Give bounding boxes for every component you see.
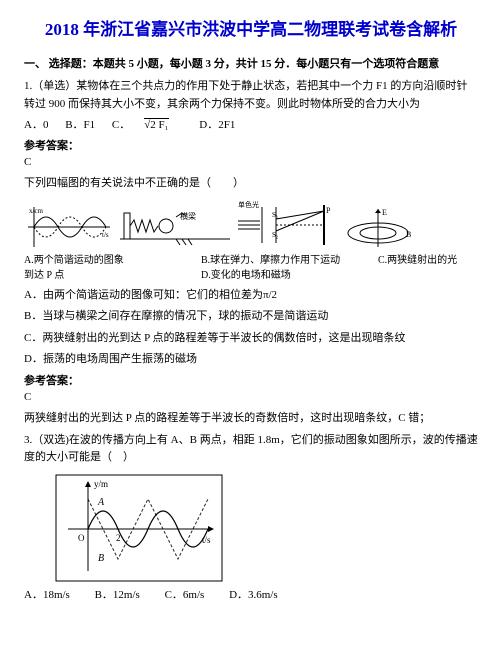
svg-text:S₁: S₁ (272, 211, 278, 219)
q2-stem: 下列四幅图的有关说法中不正确的是（ ） (24, 175, 478, 193)
q2-lineB: B．当球与横梁之间存在摩擦的情况下，球的振动不是简谐运动 (24, 308, 478, 326)
q2-lineC: C．两狭缝射出的光到达 P 点的路程差等于半波长的偶数倍时，这是出现暗条纹 (24, 330, 478, 348)
svg-text:x/cm: x/cm (29, 207, 44, 215)
exam-title: 2018 年浙江省嘉兴市洪波中学高二物理联考试卷含解析 (24, 18, 478, 42)
q2-answer: C (24, 389, 478, 406)
svg-text:横梁: 横梁 (180, 211, 196, 221)
q2-fig-labels-2: 到达 P 点 D.变化的电场和磁场 (24, 268, 478, 283)
q3-optC: C．6m/s (165, 589, 205, 601)
svg-text:t/s: t/s (102, 231, 109, 239)
svg-text:S₂: S₂ (272, 231, 279, 239)
ylabel: y/m (94, 479, 108, 489)
label-B: B (98, 553, 104, 564)
q1-answer-label: 参考答案： (24, 138, 478, 155)
q1-stem: 1.（单选）某物体在三个共点力的作用下处于静止状态，若把其中一个力 F1 的方向… (24, 78, 478, 113)
fig-field-icon: E B (342, 203, 420, 251)
q3-options: A．18m/s B．12m/s C．6m/s D．3.6m/s (24, 587, 478, 604)
q3-stem: 3.（双选)在波的传播方向上有 A、B 两点，相距 1.8m，它们的振动图象如图… (24, 432, 478, 467)
q3-figure: y/m t/s O 2 A B (54, 473, 478, 583)
q3-optD: D．3.6m/s (229, 589, 278, 601)
tick-2: 2 (116, 533, 121, 543)
q2-fig-labels: A.两个简谐运动的图象 B.球在弹力、摩擦力作用下运动 C.两狭缝射出的光 (24, 253, 478, 268)
fig-slit-icon: 单色光 P S₁ S₂ (236, 199, 336, 251)
q1-answer: C (24, 154, 478, 171)
q2-explain: 两狭缝射出的光到达 P 点的路程差等于半波长的奇数倍时，这时出现暗条纹，C 错； (24, 410, 478, 428)
svg-text:P: P (326, 206, 331, 215)
q2-answer-label: 参考答案： (24, 373, 478, 390)
q2-figures: x/cm t/s 横梁 单色光 P S₁ (24, 199, 478, 251)
q1-options: A．0 B．F1 C．√2 F₁ D．2F1 (24, 117, 478, 134)
fig-spring-icon: 横梁 (120, 203, 230, 251)
q1-optC: C．√2 F₁ (112, 119, 183, 131)
svg-text:B: B (406, 230, 411, 239)
q2-lineD: D．振荡的电场周围产生振荡的磁场 (24, 351, 478, 369)
label-A: A (97, 497, 105, 508)
q2-lineA: A．由两个简谐运动的图像可知：它们的相位差为π/2 (24, 287, 478, 305)
q2-optA2: 到达 P 点 (24, 268, 191, 283)
xlabel: t/s (202, 535, 211, 545)
q1-optD: D．2F1 (199, 119, 235, 131)
q1-optA: A．0 (24, 119, 48, 131)
q2-optC-label: C.两狭缝射出的光 (378, 253, 478, 268)
origin-label: O (78, 533, 85, 543)
q3-optB: B．12m/s (95, 589, 140, 601)
svg-text:E: E (382, 208, 387, 217)
q2-optA-label: A.两个简谐运动的图象 (24, 253, 191, 268)
fig-sine-icon: x/cm t/s (24, 203, 114, 251)
q3-optA: A．18m/s (24, 589, 70, 601)
q2-optD-label: D.变化的电场和磁场 (201, 268, 368, 283)
q1-optB: B．F1 (65, 119, 95, 131)
svg-text:单色光: 单色光 (238, 200, 259, 209)
section-header: 一、 选择题：本题共 5 小题，每小题 3 分，共计 15 分．每小题只有一个选… (24, 56, 478, 73)
q2-optB-label: B.球在弹力、摩擦力作用下运动 (201, 253, 368, 268)
